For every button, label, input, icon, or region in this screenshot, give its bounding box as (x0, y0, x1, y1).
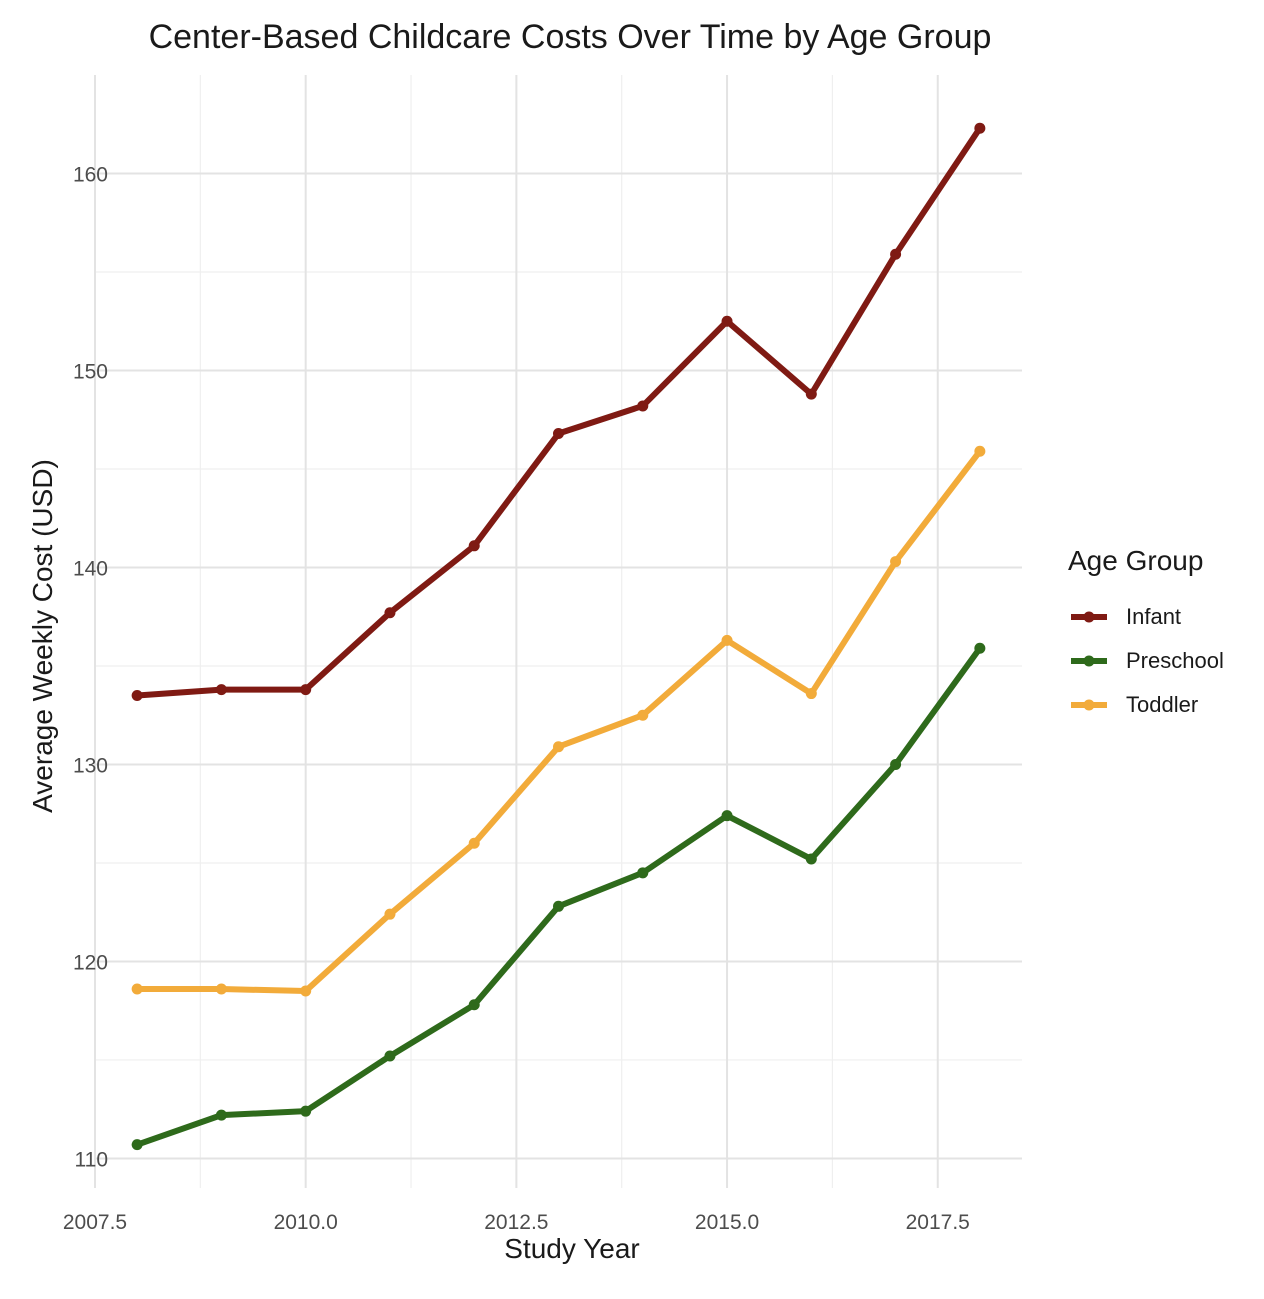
x-tick-label: 2010.0 (274, 1211, 338, 1234)
legend-item-toddler: Toddler (1068, 683, 1224, 727)
data-point-toddler (384, 908, 396, 920)
legend-label-infant: Infant (1126, 604, 1182, 629)
data-point-preschool (637, 867, 649, 879)
data-point-toddler (805, 688, 817, 700)
data-point-toddler (468, 837, 480, 849)
y-tick-label: 160 (73, 163, 108, 186)
data-point-toddler (553, 741, 564, 753)
data-point-toddler (974, 445, 986, 457)
legend-label-preschool: Preschool (1126, 648, 1224, 673)
y-tick-label: 150 (73, 360, 108, 383)
data-point-infant (215, 684, 227, 696)
y-tick-label: 130 (73, 754, 108, 777)
legend-label-toddler: Toddler (1126, 692, 1199, 717)
series-line-infant (134, 125, 983, 699)
legend-item-preschool: Preschool (1068, 639, 1224, 683)
data-point-infant (974, 122, 986, 134)
data-point-infant (468, 540, 480, 552)
data-point-infant (890, 248, 902, 260)
legend-key-preschool (1071, 655, 1107, 667)
legend-title: Age Group (1068, 545, 1204, 576)
data-point-preschool (890, 758, 902, 770)
data-point-toddler (890, 556, 902, 568)
chart-title: Center-Based Childcare Costs Over Time b… (148, 18, 992, 56)
data-point-preschool (131, 1139, 143, 1151)
legend-item-infant: Infant (1068, 595, 1224, 639)
y-tick-label: 140 (73, 557, 108, 580)
x-tick-label: 2012.5 (484, 1211, 548, 1234)
data-point-infant (300, 684, 312, 696)
data-point-preschool (974, 642, 986, 654)
data-point-toddler (215, 983, 227, 995)
y-tick-label: 120 (73, 951, 108, 974)
y-tick-label: 110 (75, 1148, 108, 1171)
data-point-infant (384, 607, 396, 619)
x-tick-label: 2007.5 (63, 1211, 127, 1234)
legend-key-infant (1071, 611, 1107, 623)
data-point-preschool (468, 999, 480, 1011)
legend-items: Infant Preschool Toddler (1068, 595, 1224, 727)
x-tick-label: 2017.5 (906, 1211, 970, 1234)
data-point-preschool (215, 1109, 227, 1121)
data-point-infant (805, 388, 817, 400)
data-point-preschool (553, 900, 564, 912)
x-axis-label: Study Year (504, 1233, 640, 1264)
legend-key-toddler (1071, 699, 1107, 711)
data-point-preschool (805, 853, 817, 865)
data-point-toddler (300, 985, 312, 997)
x-tick-label: 2015.0 (695, 1211, 759, 1234)
data-point-toddler (721, 634, 733, 646)
data-point-infant (553, 428, 564, 440)
data-point-toddler (637, 709, 649, 721)
data-point-infant (637, 400, 649, 412)
legend: Age Group Infant Preschool Toddler (1068, 545, 1224, 727)
data-point-toddler (131, 983, 143, 995)
data-point-preschool (721, 810, 733, 822)
series-line-preschool (134, 645, 983, 1148)
y-axis-label: Average Weekly Cost (USD) (27, 459, 58, 813)
data-point-preschool (384, 1050, 396, 1062)
data-point-infant (721, 315, 733, 327)
data-point-infant (131, 690, 143, 702)
data-point-preschool (300, 1105, 312, 1117)
